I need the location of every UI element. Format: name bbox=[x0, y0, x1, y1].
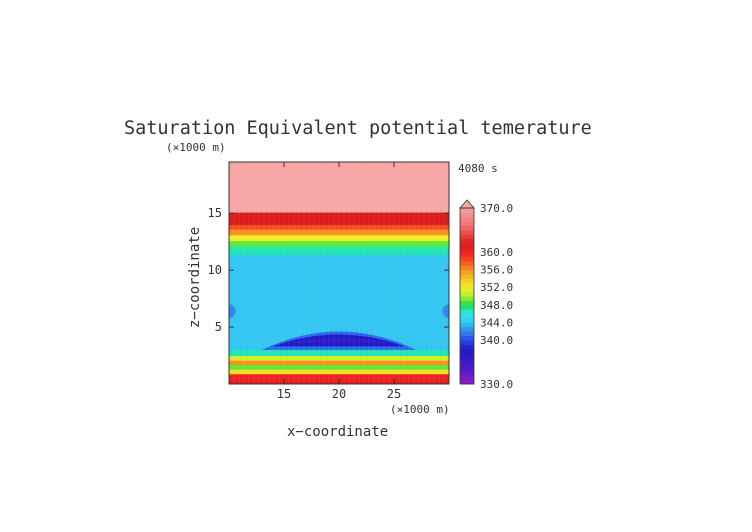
colorbar-tick-label: 344.0 bbox=[480, 316, 513, 329]
colorbar-segment bbox=[460, 309, 474, 314]
colorbar-segment bbox=[460, 212, 474, 218]
contour-band bbox=[229, 369, 449, 375]
colorbar-segment bbox=[460, 282, 474, 288]
colorbar-tick-label: 360.0 bbox=[480, 246, 513, 259]
colorbar-segment bbox=[460, 265, 474, 270]
colorbar-tick-label: 370.0 bbox=[480, 202, 513, 215]
colorbar-tick-label: 352.0 bbox=[480, 281, 513, 294]
x-tick-label: 20 bbox=[332, 387, 346, 401]
chart-title: Saturation Equivalent potential temeratu… bbox=[124, 118, 592, 139]
colorbar-segment bbox=[460, 260, 474, 266]
contour-lobe bbox=[229, 304, 236, 318]
contour-band bbox=[229, 240, 449, 247]
colorbar-segment bbox=[460, 247, 474, 253]
colorbar-segment bbox=[460, 357, 474, 363]
y-unit-label: (×1000 m) bbox=[166, 141, 226, 154]
x-axis-label: x−coordinate bbox=[287, 424, 388, 440]
contour-band bbox=[229, 234, 449, 242]
colorbar-extend-arrow bbox=[459, 199, 475, 209]
x-unit-label: (×1000 m) bbox=[390, 403, 450, 416]
colorbar-segment bbox=[460, 322, 474, 328]
colorbar-tick-label: 340.0 bbox=[480, 334, 513, 347]
x-tick-label: 25 bbox=[387, 387, 401, 401]
colorbar-segment bbox=[460, 353, 474, 358]
colorbar-segment bbox=[460, 348, 474, 354]
y-axis-label: z−coordinate bbox=[187, 227, 203, 328]
colorbar-segment bbox=[460, 287, 474, 292]
colorbar-segment bbox=[460, 208, 474, 213]
colorbar-segment bbox=[460, 340, 474, 345]
colorbar-segment bbox=[460, 313, 474, 319]
plot-area bbox=[228, 161, 450, 385]
time-label: 4080 s bbox=[458, 162, 498, 175]
colorbar-tick-label: 330.0 bbox=[480, 378, 513, 391]
colorbar-segment bbox=[460, 300, 474, 306]
contour-lobe bbox=[442, 304, 449, 318]
colorbar-segment bbox=[460, 274, 474, 279]
contour-band bbox=[229, 355, 449, 361]
contour-band bbox=[229, 349, 449, 357]
y-tick-label: 10 bbox=[208, 263, 222, 277]
colorbar-segment bbox=[460, 256, 474, 262]
colorbar-segment bbox=[460, 318, 474, 323]
contour-band bbox=[229, 364, 449, 370]
colorbar-segment bbox=[460, 243, 474, 248]
contour-band bbox=[229, 360, 449, 366]
colorbar-segment bbox=[460, 335, 474, 341]
colorbar-segment bbox=[460, 269, 474, 275]
contour-band bbox=[229, 162, 449, 213]
x-axis: 15 20 25 bbox=[277, 162, 401, 401]
colorbar-segment bbox=[460, 230, 474, 235]
colorbar-segment bbox=[460, 375, 474, 380]
colorbar: 370.0 360.0 356.0 352.0 348.0 344.0 340.0 330.0 bbox=[459, 199, 513, 391]
y-tick-label: 15 bbox=[208, 206, 222, 220]
contour-dome bbox=[289, 337, 389, 344]
colorbar-segment bbox=[460, 304, 474, 310]
colorbar-segment bbox=[460, 221, 474, 226]
contour-band bbox=[229, 246, 449, 255]
colorbar-segment bbox=[460, 326, 474, 332]
colorbar-tick-label: 356.0 bbox=[480, 264, 513, 277]
colorbar-segment bbox=[460, 362, 474, 367]
contour-band bbox=[229, 373, 449, 382]
y-tick-label: 5 bbox=[215, 320, 222, 334]
colorbar-frame bbox=[459, 207, 475, 385]
colorbar-segment bbox=[460, 291, 474, 297]
contour-band bbox=[229, 212, 449, 226]
x-tick-label: 15 bbox=[277, 387, 291, 401]
colorbar-segment bbox=[460, 225, 474, 231]
colorbar-segment bbox=[460, 252, 474, 257]
colorbar-tick-label: 348.0 bbox=[480, 299, 513, 312]
colorbar-segment bbox=[460, 366, 474, 372]
colorbar-segment bbox=[460, 278, 474, 284]
colorbar-segment bbox=[460, 296, 474, 301]
colorbar-segment bbox=[460, 234, 474, 240]
colorbar-segment bbox=[460, 238, 474, 244]
colorbar-segment bbox=[460, 344, 474, 350]
contour-band bbox=[229, 224, 449, 230]
colorbar-segment bbox=[460, 370, 474, 376]
colorbar-segment bbox=[460, 379, 474, 385]
colorbar-segment bbox=[460, 216, 474, 222]
contour-band bbox=[229, 229, 449, 236]
colorbar-segment bbox=[460, 331, 474, 336]
y-axis: 5 10 15 bbox=[208, 206, 449, 334]
